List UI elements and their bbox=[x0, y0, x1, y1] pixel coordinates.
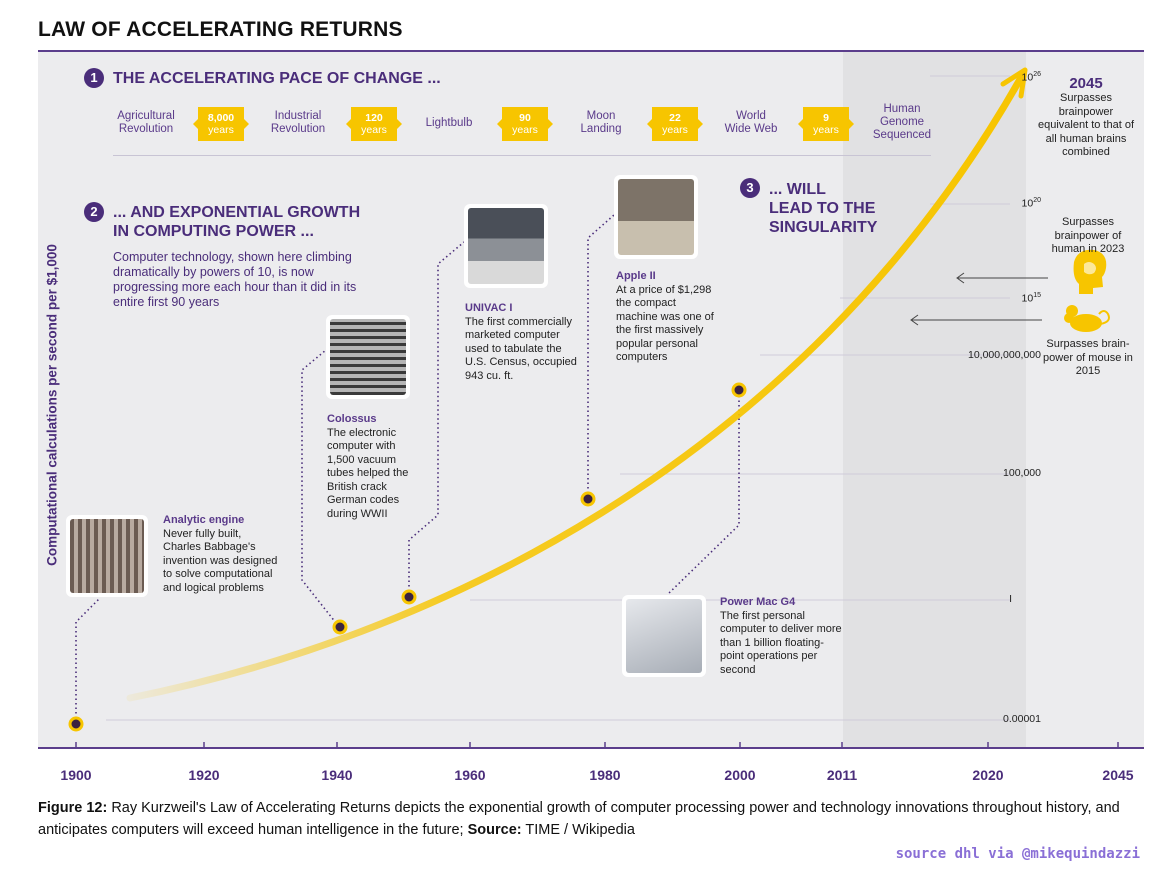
leader-line bbox=[301, 349, 337, 624]
milestone-agricultural: Agricultural Revolution bbox=[117, 110, 175, 135]
future-shaded-region bbox=[843, 52, 1026, 748]
y-tick-label: 1020 bbox=[1021, 197, 1041, 210]
x-tick-label: 1900 bbox=[60, 767, 92, 783]
arrow-left-icon bbox=[910, 314, 1042, 326]
y-tick-label: 100,000 bbox=[1003, 467, 1041, 479]
y-tick-label: 0.00001 bbox=[1003, 713, 1041, 725]
x-tick-label: 1920 bbox=[188, 767, 220, 783]
gap-badge: 9 years bbox=[798, 107, 854, 141]
section-2-body: Computer technology, shown here climbing… bbox=[113, 250, 357, 309]
annotation-analytic-engine: Analytic engine Never fully built, Charle… bbox=[163, 514, 278, 594]
data-point bbox=[401, 589, 417, 605]
y-tick-label: I bbox=[1009, 593, 1012, 605]
section-3-title: ... WILL LEAD TO THE SINGULARITY bbox=[769, 181, 878, 236]
section-1-title: THE ACCELERATING PACE OF CHANGE ... bbox=[113, 70, 441, 87]
milestone-moon-landing: Moon Landing bbox=[580, 110, 622, 135]
gap-badge: 90 years bbox=[497, 107, 553, 141]
brain-head-icon bbox=[1073, 249, 1107, 294]
milestone-human-genome: Human Genome Sequenced bbox=[872, 103, 932, 141]
data-point bbox=[68, 716, 84, 732]
y-tick-label: 1015 bbox=[1021, 292, 1041, 305]
leader-line bbox=[75, 597, 101, 718]
annotation-power-mac: Power Mac G4 The first personal computer … bbox=[720, 596, 842, 676]
apple-ii-photo bbox=[614, 175, 698, 259]
x-tick-label: 2011 bbox=[826, 767, 858, 783]
power-mac-photo bbox=[622, 595, 706, 677]
arrow-left-icon bbox=[956, 272, 1048, 284]
x-tick-label: 1940 bbox=[321, 767, 353, 783]
x-tick-label: 1980 bbox=[589, 767, 621, 783]
data-point bbox=[580, 491, 596, 507]
section-3-badge: 3 bbox=[740, 178, 760, 198]
leader-line bbox=[408, 241, 465, 591]
x-tick-label: 1960 bbox=[454, 767, 486, 783]
milestone-industrial: Industrial Revolution bbox=[270, 110, 326, 135]
growth-curve bbox=[126, 70, 1027, 702]
y-tick-label: 1026 bbox=[1021, 71, 1041, 84]
top-rule bbox=[38, 50, 1144, 52]
colossus-photo bbox=[326, 315, 410, 399]
x-tick-label: 2045 bbox=[1102, 767, 1134, 783]
source-credit: source dhl via @mikequindazzi bbox=[895, 846, 1140, 862]
curve-arrowhead bbox=[1000, 67, 1028, 99]
x-tick-label: 2020 bbox=[972, 767, 1004, 783]
gap-badge: 8,000 years bbox=[193, 107, 249, 141]
x-axis-line bbox=[38, 747, 1144, 749]
milestone-lightbulb: Lightbulb bbox=[425, 117, 473, 129]
annotation-apple-ii: Apple II At a price of $1,298 the compact… bbox=[616, 270, 714, 363]
note-human: Surpasses brainpower of human in 2023 bbox=[1051, 216, 1125, 255]
data-point bbox=[731, 382, 747, 398]
section-separator bbox=[113, 155, 931, 156]
annotation-univac: UNIVAC I The first commercially marketed … bbox=[465, 302, 577, 382]
figure-caption: Figure 12: Ray Kurzweil's Law of Acceler… bbox=[38, 800, 1120, 838]
note-2045: 2045 Surpasses brainpower equivalent to … bbox=[1037, 75, 1134, 159]
section-2-badge: 2 bbox=[84, 202, 104, 222]
leader-line bbox=[587, 214, 615, 493]
section-1-badge: 1 bbox=[84, 68, 104, 88]
data-point bbox=[332, 619, 348, 635]
annotation-colossus: Colossus The electronic computer with 1,5… bbox=[327, 413, 409, 520]
note-mouse: Surpasses brain-power of mouse in 2015 bbox=[1043, 338, 1133, 377]
univac-photo bbox=[464, 204, 548, 288]
milestone-www: World Wide Web bbox=[724, 110, 778, 135]
y-axis-title: Computational calculations per second pe… bbox=[44, 244, 60, 566]
gap-badge: 120 years bbox=[346, 107, 402, 141]
y-tick-label: 10,000,000,000 bbox=[968, 349, 1041, 361]
section-2-title: ... AND EXPONENTIAL GROWTH IN COMPUTING P… bbox=[113, 204, 361, 240]
page-title: LAW OF ACCELERATING RETURNS bbox=[38, 18, 403, 41]
gap-badge: 22 years bbox=[647, 107, 703, 141]
x-tick-label: 2000 bbox=[724, 767, 756, 783]
analytic-engine-photo bbox=[66, 515, 148, 597]
mouse-icon bbox=[1064, 305, 1110, 332]
